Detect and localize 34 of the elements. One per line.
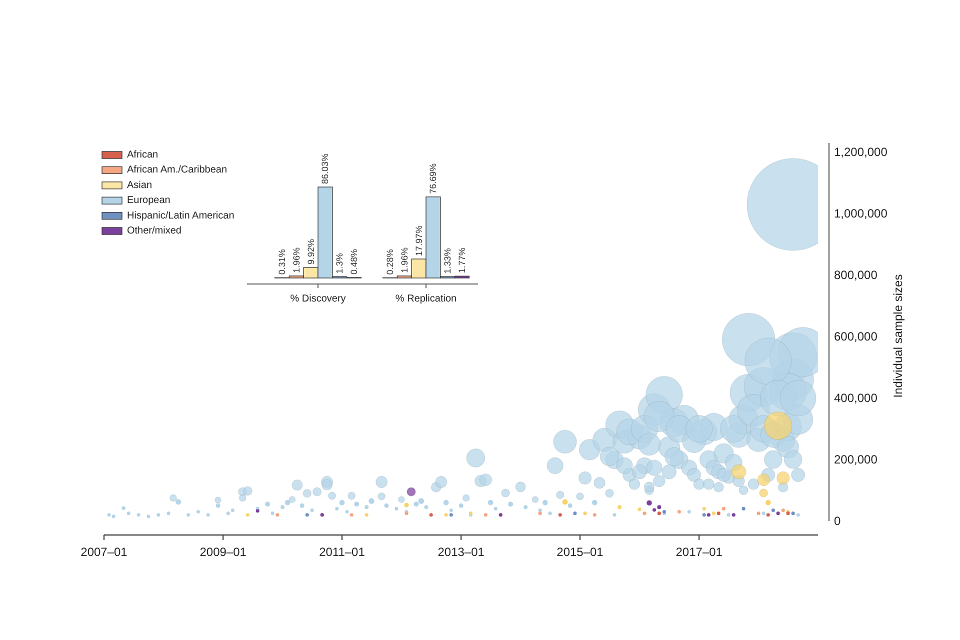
data-label: 1.96% bbox=[399, 247, 410, 273]
data-label: 1.33% bbox=[442, 248, 453, 274]
y-tick-label: 1,200,000 bbox=[834, 145, 888, 160]
data-label: 1.77% bbox=[457, 248, 467, 274]
y-tick-label: 0 bbox=[834, 514, 841, 528]
y-tick-label: 200,000 bbox=[834, 452, 878, 467]
data-label: 86.03% bbox=[320, 153, 330, 184]
y-axis-title: Individual sample sizes bbox=[891, 274, 905, 398]
data-label: 1.96% bbox=[291, 247, 302, 273]
legend-label: Other/mixed bbox=[127, 226, 182, 236]
y-tick-label: 400,000 bbox=[834, 391, 878, 406]
x-tick-label: 2017–01 bbox=[676, 545, 723, 559]
x-tick-label: 2013–01 bbox=[438, 545, 485, 559]
y-tick-label: 1,000,000 bbox=[834, 206, 888, 221]
x-tick-label: % Discovery bbox=[290, 294, 346, 304]
x-tick-label: 2015–01 bbox=[556, 545, 604, 559]
data-label: 17.97% bbox=[414, 225, 424, 256]
y-tick-label: 600,000 bbox=[834, 330, 878, 344]
data-label: 0.48% bbox=[349, 248, 359, 274]
data-label: 0.28% bbox=[385, 249, 395, 275]
data-label: 9.92% bbox=[306, 238, 316, 265]
legend-label: Asian bbox=[127, 180, 152, 191]
legend-label: African bbox=[127, 150, 158, 160]
legend-label: African Am./Caribbean bbox=[127, 164, 228, 176]
x-tick-label: 2009–01 bbox=[200, 545, 247, 559]
data-label: 1.3% bbox=[334, 253, 345, 274]
x-tick-label: 2011–01 bbox=[319, 545, 366, 559]
data-label: 76.69% bbox=[428, 163, 438, 194]
legend-label: Hispanic/Latin American bbox=[127, 210, 234, 222]
legend-label: European bbox=[127, 195, 170, 206]
data-label: 0.31% bbox=[277, 249, 287, 275]
y-tick-label: 800,000 bbox=[834, 268, 878, 282]
x-tick-label: 2007–01 bbox=[80, 545, 128, 559]
x-tick-label: % Replication bbox=[395, 294, 457, 304]
